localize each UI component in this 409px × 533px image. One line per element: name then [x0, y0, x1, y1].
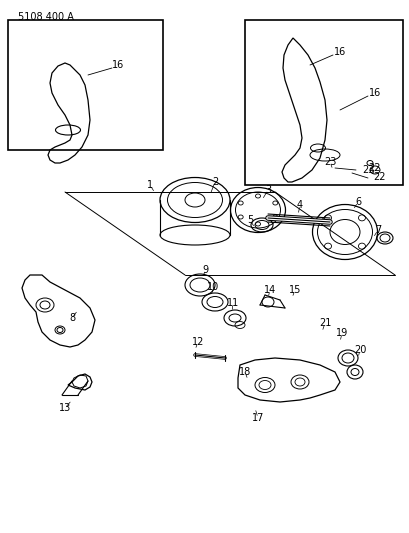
- Bar: [8, 20, 163, 150]
- Text: 7: 7: [374, 225, 380, 235]
- Text: 9: 9: [202, 265, 207, 275]
- Text: 22: 22: [368, 163, 380, 173]
- Bar: [245, 20, 402, 185]
- Text: 13: 13: [59, 403, 71, 413]
- Text: 22: 22: [373, 172, 385, 182]
- Text: 20: 20: [353, 345, 365, 355]
- Text: 16: 16: [333, 47, 345, 57]
- Text: 10: 10: [207, 282, 218, 292]
- Text: 8: 8: [69, 313, 75, 323]
- Text: 11: 11: [226, 298, 238, 308]
- Text: 23: 23: [323, 157, 335, 167]
- Text: 19: 19: [335, 328, 347, 338]
- Text: 6: 6: [354, 197, 360, 207]
- Text: 16: 16: [368, 88, 380, 98]
- Text: 17: 17: [251, 413, 263, 423]
- Text: 12: 12: [191, 337, 204, 347]
- Text: 16: 16: [112, 60, 124, 70]
- Text: 14: 14: [263, 285, 275, 295]
- Text: 4: 4: [296, 200, 302, 210]
- Text: 1: 1: [146, 180, 153, 190]
- Text: 2: 2: [211, 177, 218, 187]
- Text: 5: 5: [246, 215, 252, 225]
- Text: 23: 23: [361, 165, 373, 175]
- Text: 21: 21: [318, 318, 330, 328]
- Text: 15: 15: [288, 285, 301, 295]
- Text: 18: 18: [238, 367, 250, 377]
- Text: 5108 400 A: 5108 400 A: [18, 12, 74, 22]
- Text: 3: 3: [264, 185, 270, 195]
